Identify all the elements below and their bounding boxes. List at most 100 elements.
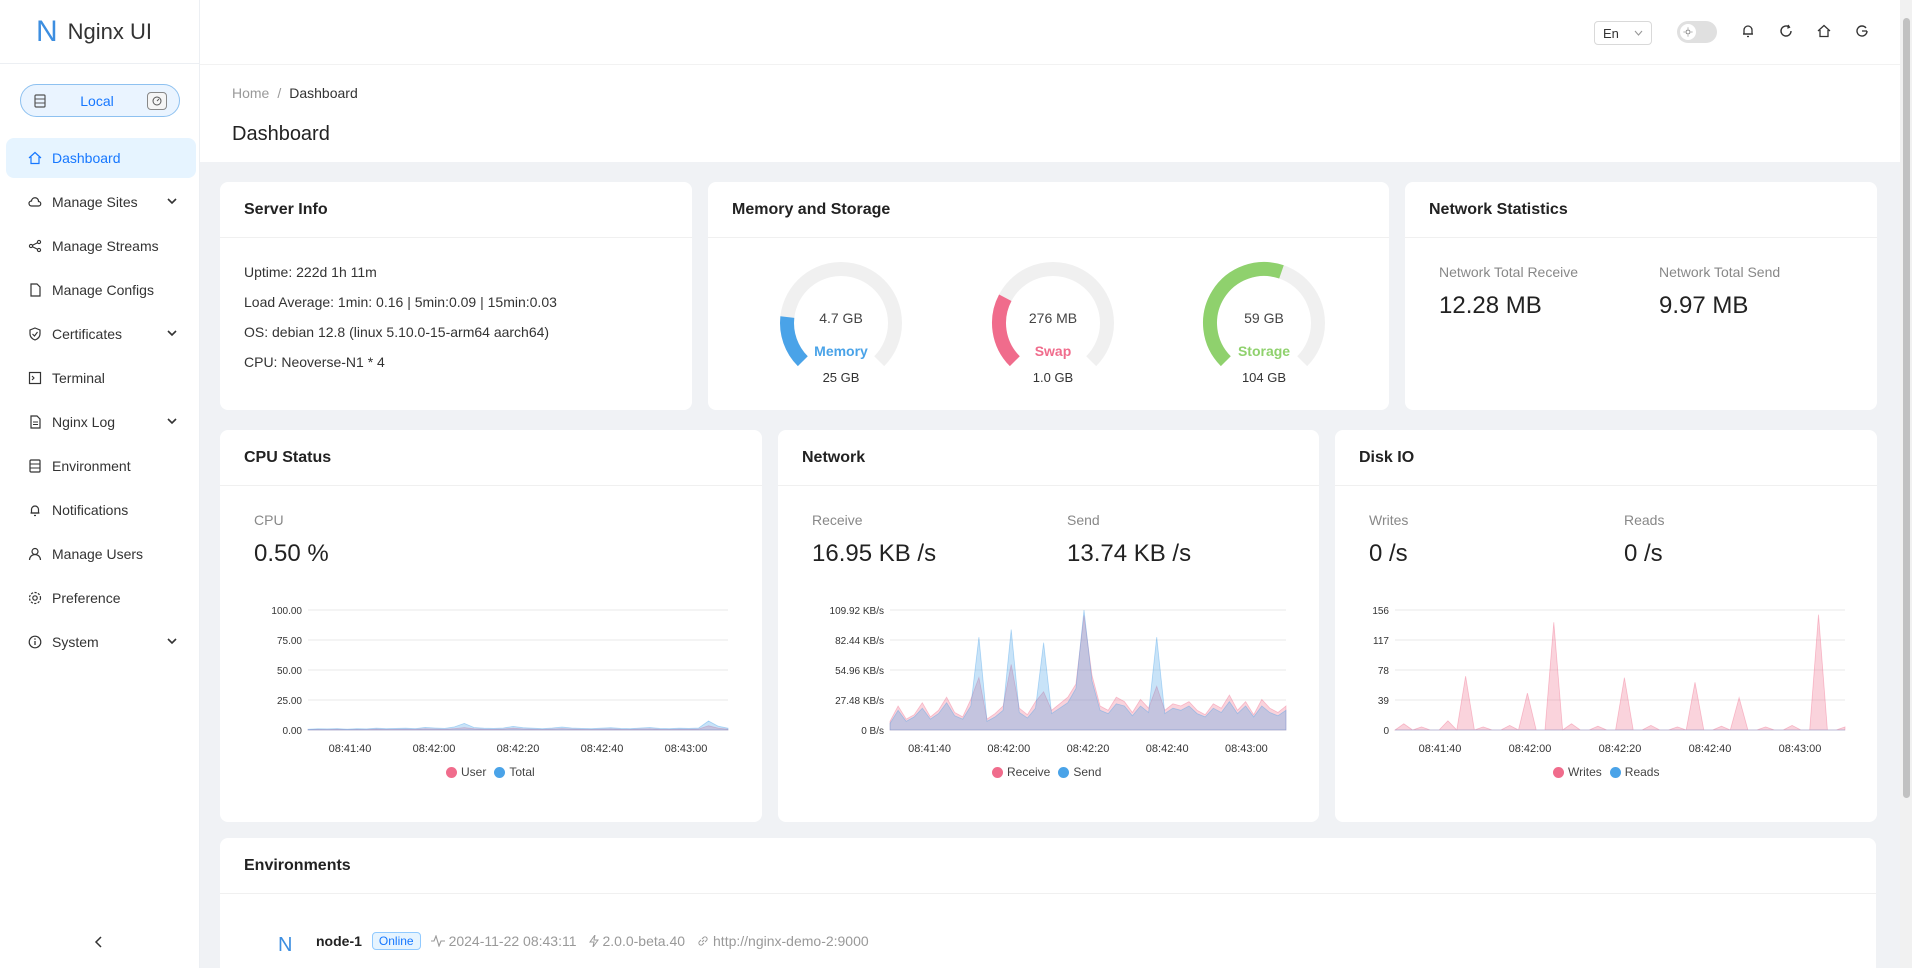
logo[interactable]: N Nginx UI [0,0,199,64]
dashboard-icon[interactable] [147,91,167,110]
sidebar-menu: Dashboard Manage Sites Manage Streams Manag… [6,138,196,666]
y-tick-label: 0.00 [283,726,303,737]
sidebar-item-manage-streams[interactable]: Manage Streams [6,226,196,266]
sidebar-item-notifications[interactable]: Notifications [6,490,196,530]
sidebar-item-certificates[interactable]: Certificates [6,314,196,354]
x-tick-label: 08:41:40 [1419,743,1462,755]
environment-row[interactable]: node-1 Online 2024-11-22 08:43:11 2.0.0-… [316,932,881,950]
sidebar-item-label: Manage Users [52,546,144,562]
cpu-status-card: CPU Status CPU 0.50 % 100.00 75.00 50.00 25… [220,430,762,822]
gauge-memory: 4.7 GB Memory 25 GB [776,258,906,388]
home-icon[interactable] [1816,23,1832,39]
gauge-name: Storage [1237,343,1291,359]
y-tick-label: 82.44 KB/s [835,636,884,647]
sidebar-item-manage-configs[interactable]: Manage Configs [6,270,196,310]
os-text: OS: debian 12.8 (linux 5.10.0-15-arm64 a… [244,324,550,340]
legend-label: Total [509,765,535,779]
page-scrollbar[interactable] [1900,0,1912,968]
cpu-legend: User Total [446,765,543,779]
x-tick-label: 08:43:00 [1225,743,1268,755]
file-text-icon [30,415,41,429]
sidebar-item-preference[interactable]: Preference [6,578,196,618]
page-header: Home / Dashboard Dashboard [200,64,1900,162]
legend-item-reads[interactable]: Reads [1609,765,1659,779]
card-title: Memory and Storage [708,182,1389,238]
legend-item-total[interactable]: Total [494,765,535,779]
x-tick-label: 08:42:00 [1509,743,1552,755]
uptime-text: Uptime: 222d 1h 11m [244,264,377,280]
card-title: CPU Status [220,430,762,486]
scrollbar-thumb[interactable] [1903,18,1910,798]
server-icon [34,93,46,108]
load-average-text: Load Average: 1min: 0.16 | 5min:0.09 | 1… [244,294,557,310]
total-send-label: Network Total Send [1659,264,1781,280]
gauge-total: 104 GB [1241,370,1287,385]
gauge-value: 59 GB [1244,310,1284,326]
node-version: 2.0.0-beta.40 [588,933,685,949]
bell-icon[interactable] [1740,23,1756,39]
x-tick-label: 08:42:20 [1599,743,1642,755]
sidebar-item-dashboard[interactable]: Dashboard [6,138,196,178]
chevron-down-icon [167,198,177,205]
y-tick-label: 156 [1372,606,1389,617]
breadcrumb-current: Dashboard [289,85,358,101]
writes-label: Writes [1369,512,1409,528]
home-icon [28,151,42,165]
breadcrumb-separator: / [277,85,282,101]
share-icon [28,239,42,253]
total-receive-label: Network Total Receive [1439,264,1579,280]
breadcrumb-home[interactable]: Home [232,85,270,101]
logout-icon[interactable] [1854,23,1870,39]
sidebar-item-label: Certificates [52,326,123,342]
sidebar-item-nginx-log[interactable]: Nginx Log [6,402,196,442]
sidebar-item-environment[interactable]: Environment [6,446,196,486]
x-tick-label: 08:42:40 [581,743,624,755]
legend-label: Send [1073,765,1102,779]
language-value: En [1603,25,1619,41]
sidebar-item-label: System [52,634,99,650]
gauge-fill [992,294,1020,367]
sun-icon [1680,24,1696,40]
x-tick-label: 08:41:40 [329,743,372,755]
chevron-down-icon [167,638,177,645]
legend-item-send[interactable]: Send [1058,765,1101,779]
sidebar: N Nginx UI Local Dashboard Manage Sites Ma… [0,0,200,968]
sidebar-item-label: Dashboard [52,150,121,166]
legend-dot [494,766,506,778]
disk-io-chart: 156 117 78 39 0 08:41:40 08:42:00 08:42:20 08:42… [1372,606,1846,755]
x-tick-label: 08:42:00 [987,743,1030,755]
sidebar-item-label: Nginx Log [52,414,116,430]
node-time-text: 2024-11-22 08:43:11 [448,933,577,949]
node-selector[interactable]: Local [20,84,180,117]
collapse-sidebar-icon[interactable] [92,935,106,949]
x-tick-label: 08:42:20 [497,743,540,755]
status-badge: Online [371,932,421,950]
y-tick-label: 54.96 KB/s [835,666,884,677]
language-select[interactable]: En [1594,21,1652,45]
legend-item-user[interactable]: User [446,765,486,779]
chevron-down-icon [1634,30,1643,36]
info-circle-icon [28,635,42,649]
writes-value: 0 /s [1369,540,1408,567]
sidebar-item-terminal[interactable]: Terminal [6,358,196,398]
total-send-value: 9.97 MB [1659,292,1749,319]
legend-item-receive[interactable]: Receive [992,765,1050,779]
disk-io-legend: Writes Reads [1553,765,1667,779]
legend-item-writes[interactable]: Writes [1553,765,1602,779]
page-title: Dashboard [232,123,330,145]
gauge-name: Memory [814,343,868,359]
send-value: 13.74 KB /s [1067,540,1192,567]
gauge-swap: 276 MB Swap 1.0 GB [988,258,1118,388]
memory-storage-card: Memory and Storage 4.7 GB Memory 25 GB 276 … [708,182,1389,410]
reload-icon[interactable] [1778,23,1794,39]
sidebar-item-system[interactable]: System [6,622,196,662]
node-name[interactable]: node-1 [316,933,362,949]
theme-toggle[interactable] [1677,21,1717,43]
app-title: Nginx UI [67,18,153,44]
sidebar-item-manage-sites[interactable]: Manage Sites [6,182,196,222]
server-info-card: Server Info Uptime: 222d 1h 11m Load Ave… [220,182,692,410]
gauge-value: 276 MB [1028,310,1078,326]
legend-label: User [461,765,487,779]
sidebar-item-manage-users[interactable]: Manage Users [6,534,196,574]
node-url[interactable]: http://nginx-demo-2:9000 [697,933,869,949]
